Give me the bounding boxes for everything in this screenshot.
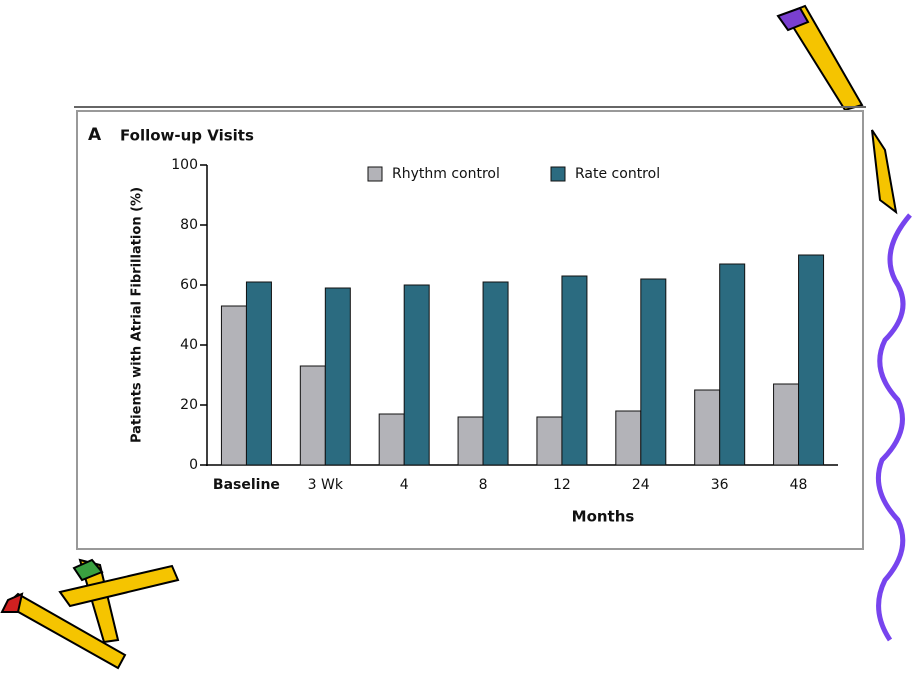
x-tick-label: 3 Wk [308, 477, 344, 493]
bar [403, 284, 430, 466]
bar [245, 281, 272, 466]
y-axis-label: Patients with Atrial Fibrillation (%) [130, 187, 145, 443]
x-tick-label: 36 [711, 477, 729, 493]
bar [719, 263, 746, 466]
x-tick-label: 24 [632, 477, 650, 493]
bar [561, 275, 588, 466]
pencil-top-right [776, 4, 898, 215]
y-tick-label: 80 [180, 217, 198, 233]
x-tick-label: 4 [400, 477, 409, 493]
pencils-bottom-left [0, 558, 180, 670]
y-tick-label: 0 [189, 457, 198, 473]
bar [457, 416, 484, 466]
bar [378, 413, 405, 466]
x-axis-label: Months [572, 508, 635, 526]
purple-squiggle [875, 213, 912, 642]
legend-label: Rhythm control [392, 166, 500, 182]
bar [640, 278, 667, 466]
x-tick-label: 8 [479, 477, 488, 493]
x-tick-label: Baseline [213, 477, 280, 493]
bar [615, 410, 642, 466]
y-tick-label: 60 [180, 277, 198, 293]
bar [694, 389, 721, 466]
x-tick-label: 12 [553, 477, 571, 493]
bar [220, 305, 247, 466]
bar [482, 281, 509, 466]
bar [536, 416, 563, 466]
legend-swatch [367, 166, 383, 182]
y-tick-label: 40 [180, 337, 198, 353]
panel-label: A [88, 125, 102, 145]
legend-swatch [550, 166, 566, 182]
chart-title: Follow-up Visits [120, 127, 254, 145]
bar [324, 287, 351, 466]
x-tick-label: 48 [790, 477, 808, 493]
bar [299, 365, 326, 466]
bar [773, 383, 800, 466]
legend-label: Rate control [575, 166, 660, 182]
bar [798, 254, 825, 466]
y-tick-label: 20 [180, 397, 198, 413]
y-tick-label: 100 [171, 157, 198, 173]
